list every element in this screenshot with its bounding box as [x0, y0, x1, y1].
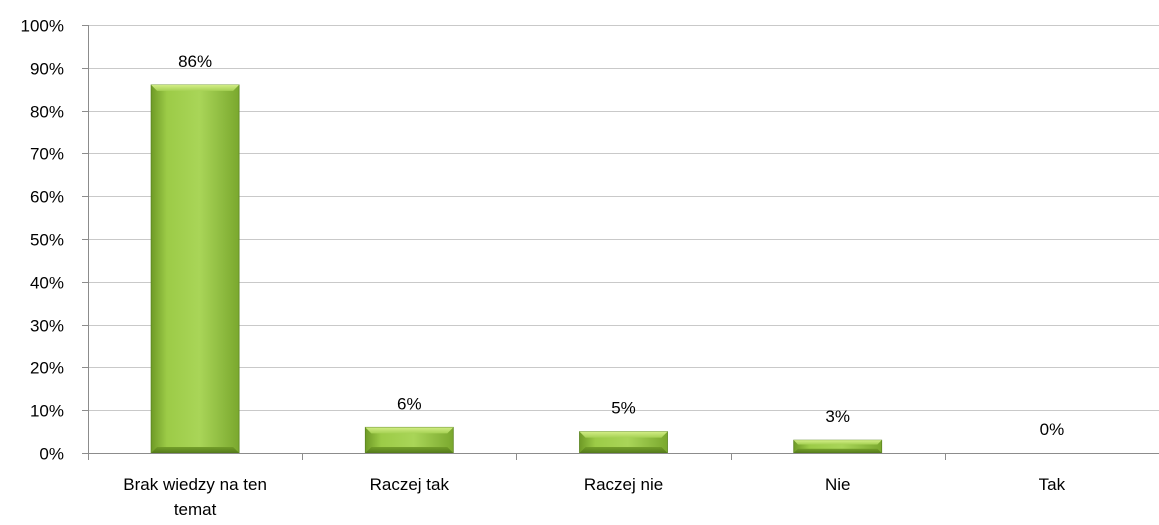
bar-bottom-bevel	[365, 447, 454, 453]
category-label: Raczej tak	[370, 475, 450, 494]
bar	[579, 431, 668, 454]
category-label-line: Nie	[825, 475, 851, 494]
value-label: 6%	[397, 394, 422, 413]
category-label-line: Raczej nie	[584, 475, 663, 494]
bar-top-bevel	[793, 440, 882, 445]
y-tick-label: 80%	[30, 103, 64, 122]
category-label: Raczej nie	[584, 475, 663, 494]
bar	[150, 84, 240, 454]
bar-top-bevel	[365, 427, 454, 434]
y-tick-label: 70%	[30, 145, 64, 164]
y-tick-label: 100%	[21, 17, 64, 36]
category-label-line: Brak wiedzy na ten	[123, 475, 267, 494]
y-axis: 0% 10% 20% 30% 40% 50% 60% 70% 80% 90% 100%	[21, 17, 89, 464]
bar-body	[150, 84, 240, 454]
y-tick-label: 30%	[30, 317, 64, 336]
data-labels: 86% 6% 5% 3% 0%	[178, 52, 1064, 439]
value-label: 86%	[178, 52, 212, 71]
category-label: Tak	[1039, 475, 1066, 494]
value-label: 0%	[1040, 420, 1065, 439]
bar-top-bevel	[579, 431, 668, 438]
y-tick-label: 20%	[30, 359, 64, 378]
value-label: 3%	[825, 407, 850, 426]
category-label: Brak wiedzy na ten temat	[123, 475, 267, 519]
category-label: Nie	[825, 475, 851, 494]
y-tick-label: 90%	[30, 60, 64, 79]
y-tick-label: 60%	[30, 188, 64, 207]
y-tick-label: 50%	[30, 231, 64, 250]
bar	[793, 439, 883, 454]
bar	[364, 426, 454, 454]
category-label-line: temat	[174, 500, 217, 519]
category-label-line: Raczej tak	[370, 475, 450, 494]
y-tick-label: 40%	[30, 274, 64, 293]
gridlines	[88, 25, 1159, 411]
category-label-line: Tak	[1039, 475, 1066, 494]
value-label: 5%	[611, 399, 636, 418]
y-tick-label: 0%	[39, 445, 64, 464]
bars	[150, 84, 883, 454]
y-tick-label: 10%	[30, 402, 64, 421]
bar-top-bevel	[151, 84, 240, 91]
bar-bottom-bevel	[151, 447, 240, 453]
bar-bottom-bevel	[579, 447, 668, 453]
x-axis: Brak wiedzy na ten temat Raczej tak Raczej …	[88, 453, 1159, 519]
bar-bottom-bevel	[793, 448, 882, 453]
